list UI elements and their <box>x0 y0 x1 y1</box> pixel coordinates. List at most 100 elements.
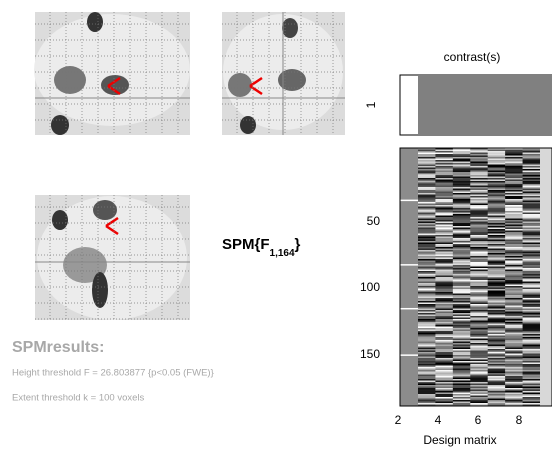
matrix-cell <box>522 281 541 284</box>
matrix-cell <box>470 334 489 336</box>
matrix-cell <box>418 370 436 372</box>
matrix-cell <box>435 152 454 155</box>
matrix-cell <box>470 196 489 198</box>
x-tick-label: 4 <box>435 413 442 427</box>
matrix-cell <box>470 326 489 329</box>
matrix-cell <box>487 380 506 383</box>
matrix-cell <box>522 347 541 350</box>
matrix-cell <box>435 292 454 294</box>
matrix-cell <box>522 299 541 302</box>
matrix-cell <box>487 238 506 240</box>
matrix-cell <box>522 290 541 293</box>
matrix-cell <box>522 197 541 200</box>
matrix-cell <box>487 163 506 165</box>
matrix-cell <box>418 394 436 396</box>
matrix-cell <box>452 391 471 393</box>
matrix-cell <box>487 356 506 359</box>
matrix-cell <box>522 289 541 291</box>
blob <box>87 12 103 32</box>
matrix-cell <box>505 167 523 170</box>
matrix-cell <box>435 245 454 248</box>
matrix-cell <box>470 371 489 374</box>
matrix-cell <box>505 214 523 216</box>
matrix-cell <box>470 197 489 200</box>
matrix-cell <box>435 194 454 197</box>
contrast-weights <box>418 75 552 135</box>
matrix-cell <box>505 299 523 302</box>
matrix-cell <box>418 347 436 350</box>
matrix-cell <box>505 379 523 381</box>
matrix-cell <box>505 217 523 219</box>
matrix-cell <box>452 238 471 240</box>
matrix-cell <box>522 209 541 212</box>
matrix-cell <box>470 395 489 398</box>
matrix-cell <box>418 248 436 251</box>
matrix-cell <box>452 193 471 195</box>
glass-brain-axial <box>35 195 190 320</box>
matrix-cell <box>435 206 454 209</box>
matrix-cell <box>435 211 454 213</box>
matrix-cell <box>452 241 471 243</box>
blob <box>282 18 298 38</box>
matrix-cell <box>470 338 489 341</box>
matrix-cell <box>522 176 541 179</box>
matrix-cell <box>470 187 489 189</box>
matrix-cell <box>435 349 454 351</box>
matrix-cell <box>505 238 523 240</box>
matrix-cell <box>470 280 489 282</box>
matrix-cell <box>505 173 523 176</box>
matrix-cell <box>435 200 454 203</box>
matrix-cell <box>418 314 436 317</box>
matrix-cell <box>452 155 471 158</box>
matrix-cell <box>505 190 523 192</box>
matrix-cell <box>470 223 489 225</box>
matrix-cell <box>505 199 523 201</box>
matrix-cell <box>522 208 541 210</box>
matrix-cell <box>522 340 541 342</box>
matrix-cell <box>487 175 506 177</box>
matrix-cell <box>522 193 541 195</box>
matrix-cell <box>435 224 454 227</box>
matrix-cell <box>505 262 523 264</box>
matrix-cell <box>418 260 436 263</box>
matrix-cell <box>418 200 436 203</box>
matrix-cell <box>522 331 541 333</box>
matrix-cell <box>418 326 436 329</box>
matrix-cell <box>452 277 471 279</box>
matrix-cell <box>522 190 541 192</box>
matrix-cell <box>505 400 523 402</box>
matrix-cell <box>435 307 454 309</box>
matrix-cell <box>435 166 454 168</box>
matrix-cell <box>452 284 471 287</box>
matrix-cell <box>505 347 523 350</box>
matrix-cell <box>470 364 489 366</box>
matrix-cell <box>470 289 489 291</box>
matrix-cell <box>487 227 506 230</box>
matrix-cell <box>418 208 436 210</box>
matrix-cell <box>505 245 523 248</box>
matrix-cell <box>470 281 489 284</box>
matrix-cell <box>435 388 454 390</box>
matrix-cell <box>505 310 523 312</box>
matrix-cell <box>505 274 523 276</box>
cursor <box>249 76 263 96</box>
matrix-cell <box>487 353 506 356</box>
matrix-cell <box>470 178 489 180</box>
matrix-cell <box>435 173 454 176</box>
matrix-cell <box>435 172 454 174</box>
matrix-cell <box>505 325 523 327</box>
matrix-cell <box>418 224 436 227</box>
matrix-cell <box>505 284 523 287</box>
matrix-cell <box>470 181 489 183</box>
matrix-cell <box>418 175 436 177</box>
matrix-cell <box>505 304 523 306</box>
matrix-cell <box>522 227 541 230</box>
matrix-cell <box>487 359 506 362</box>
matrix-cell <box>470 347 489 350</box>
x-axis-label: Design matrix <box>423 433 496 447</box>
matrix-cell <box>452 160 471 162</box>
matrix-cell <box>522 400 541 402</box>
matrix-cell <box>505 236 523 239</box>
matrix-cell <box>418 259 436 261</box>
matrix-cell <box>487 229 506 231</box>
